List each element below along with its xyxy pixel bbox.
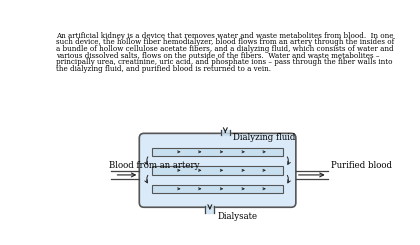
Text: such device, the hollow fiber hemodialyzer, blood flows from an artery through t: such device, the hollow fiber hemodialyz… [55,38,394,46]
Text: various dissolved salts, flows on the outside of the fibers.  Water and waste me: various dissolved salts, flows on the ou… [55,52,379,60]
Bar [152,147,283,156]
Text: An artificial kidney is a device that removes water and waste metabolites from b: An artificial kidney is a device that re… [55,32,393,40]
Bar [152,184,283,193]
Text: Purified blood: Purified blood [331,160,392,170]
Bar [152,166,283,174]
Text: principally urea, creatinine, uric acid, and phosphate ions – pass through the f: principally urea, creatinine, uric acid,… [55,58,392,66]
FancyBboxPatch shape [139,133,296,207]
Text: the dialyzing fluid, and purified blood is returned to a vein.: the dialyzing fluid, and purified blood … [55,65,270,73]
Text: Dialysate: Dialysate [218,212,258,221]
Text: Blood from an artery: Blood from an artery [109,160,200,170]
Text: Dialyzing fluid: Dialyzing fluid [233,133,295,142]
Text: a bundle of hollow cellulose acetate fibers, and a dialyzing fluid, which consis: a bundle of hollow cellulose acetate fib… [55,45,393,53]
